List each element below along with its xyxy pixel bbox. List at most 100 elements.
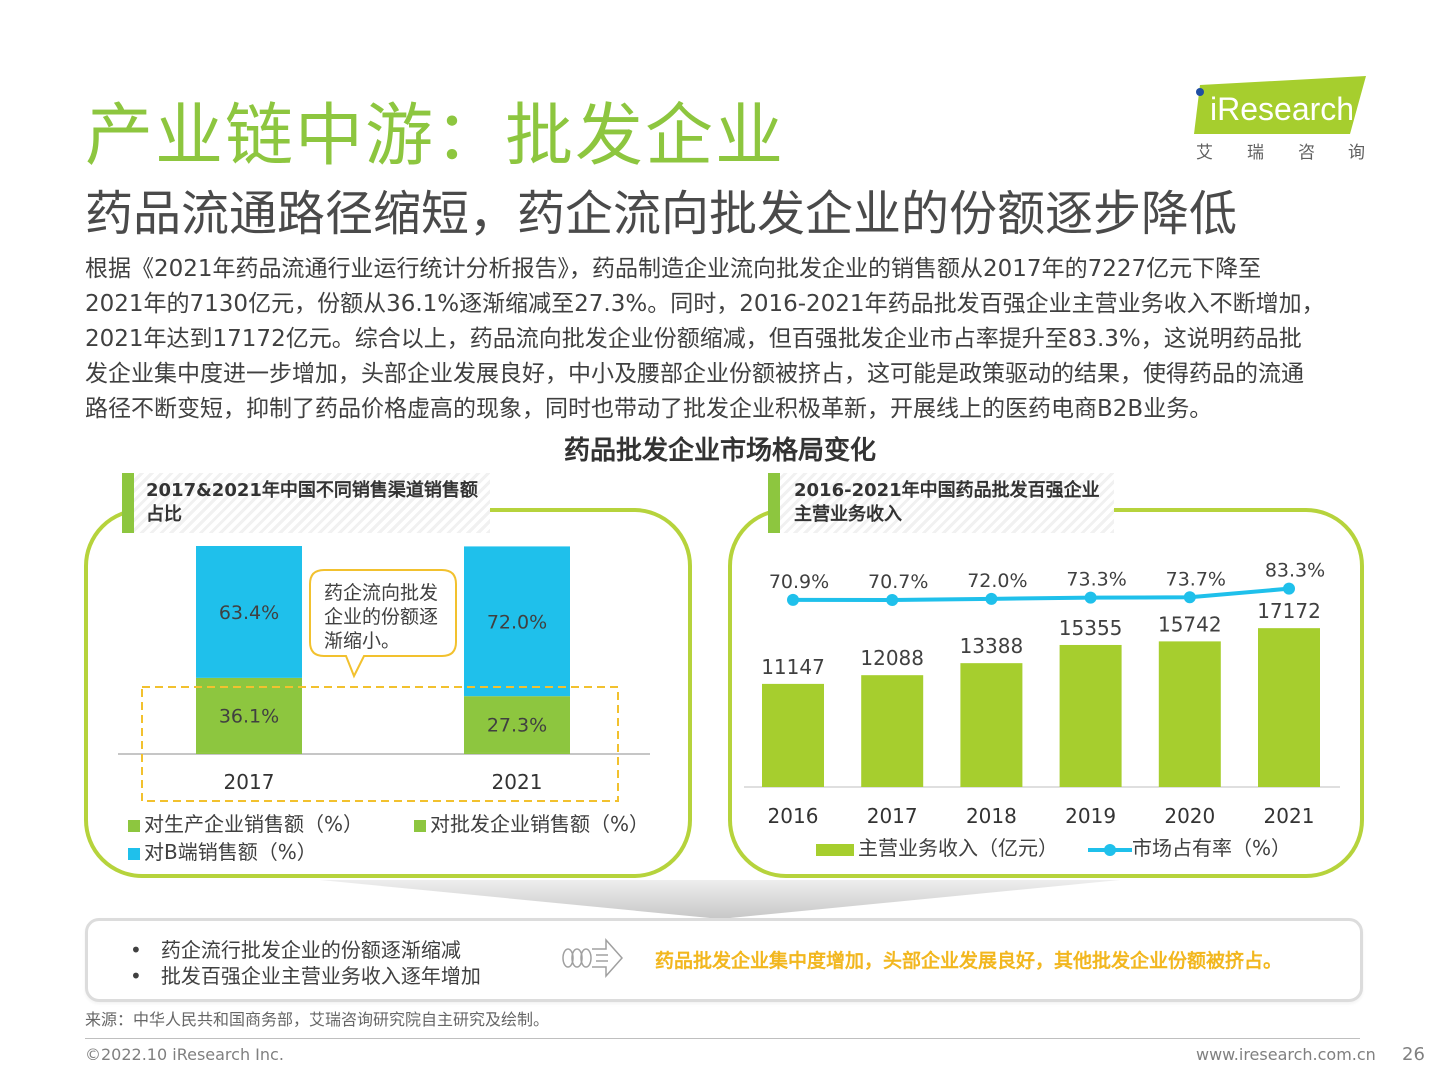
summary-bullet-text: 批发百强企业主营业务收入逐年增加 (160, 964, 481, 988)
line-value-label: 72.0% (967, 570, 1027, 592)
bar-segment (464, 752, 570, 754)
logo-char-4: 询 (1348, 143, 1365, 162)
legend-swatch-green (128, 819, 140, 832)
body-line: 根据《2021年药品流通行业运行统计分析报告》，药品制造企业流向批发企业的销售额… (85, 256, 1262, 282)
x-tick-label: 2019 (1065, 804, 1116, 828)
line-point (1084, 591, 1097, 604)
bar-segment (196, 546, 302, 678)
logo-banner (1194, 76, 1366, 134)
data-label: 27.3% (487, 715, 547, 737)
line-series (792, 586, 1290, 603)
footer-website: www.iresearch.com.cn (1196, 1045, 1376, 1064)
callout-bubble (309, 569, 457, 679)
page-subtitle: 药品流通路径缩短，药企流向批发企业的份额逐步降低 (85, 186, 1238, 242)
line-point (787, 593, 799, 606)
callout-text: 企业的份额逐 (324, 606, 438, 628)
line-point (1283, 582, 1295, 595)
bar-segment (196, 752, 302, 754)
left-panel-header-bar (122, 473, 134, 533)
right-legend-item-revenue: 主营业务收入（亿元） (816, 832, 1058, 861)
logo-char-3: 咨 (1298, 143, 1315, 162)
footer-divider (85, 1038, 1360, 1039)
stacked-bar-chart: 0.5%36.1%63.4%20170.5%27.3%72.0%2021药企流向… (118, 546, 650, 802)
line-point (1183, 591, 1196, 604)
bar-line-chart: 11147 2016 12088 2017 13388 2018 15355 2019 1574… (744, 560, 1340, 828)
logo-wordmark: iResearch (1210, 91, 1354, 127)
x-tick-label: 2016 (768, 804, 819, 828)
bar (960, 663, 1023, 787)
left-chart-title: 2017&2021年中国不同销售渠道销售额占比 (146, 480, 478, 525)
page-title: 产业链中游：批发企业 (85, 97, 786, 176)
bar-value-label: 12088 (860, 646, 924, 670)
bar-segment (464, 546, 570, 697)
x-tick-label: 2017 (867, 804, 918, 828)
right-panel-header-bar (768, 473, 780, 533)
logo-char-1: 艾 (1196, 143, 1213, 162)
right-chart-title: 2016-2021年中国药品批发百强企业主营业务收入 (794, 480, 1100, 525)
bar-segment (464, 696, 570, 753)
line-value-label: 73.7% (1166, 568, 1226, 590)
body-line: 路径不断变短，抑制了药品价格虚高的现象，同时也带动了批发企业积极革新，开展线上的… (85, 396, 1213, 422)
summary-bullet-text: 药企流行批发企业的份额逐渐缩减 (160, 938, 461, 962)
legend-swatch-green (414, 819, 426, 832)
x-tick-label: 2020 (1164, 804, 1215, 828)
page-number: 26 (1402, 1044, 1425, 1065)
bar-value-label: 11147 (761, 655, 825, 679)
logo-dot (1196, 88, 1204, 96)
bar-value-label: 17172 (1257, 599, 1321, 623)
logo-graphic: iResearch 艾 瑞 咨 询 (1194, 76, 1366, 163)
summary-box (85, 918, 1363, 1002)
stacked-bar-chart-marks: 0.5%36.1%63.4%20170.5%27.3%72.0%2021药企流向… (118, 546, 650, 802)
highlight-box (141, 686, 619, 802)
bar-value-label: 13388 (960, 634, 1024, 658)
legend-label: 对批发企业销售额（%） (430, 812, 650, 836)
summary-conclusion: 药品批发企业集中度增加，头部企业发展良好，其他批发企业份额被挤占。 (655, 950, 1283, 972)
left-legend-item-b2b: 对B端销售额（%） (128, 836, 317, 865)
data-label: 63.4% (219, 602, 279, 624)
bar (1158, 641, 1221, 787)
callout-text: 渐缩小。 (324, 630, 400, 652)
legend-label: 市场占有率（%） (1132, 836, 1292, 860)
legend-swatch-green (816, 843, 854, 856)
body-line: 发企业集中度进一步增加，头部企业发展良好，中小及腰部企业份额被挤占，这可能是政策… (85, 361, 1304, 387)
x-tick-label: 2021 (1264, 804, 1315, 828)
left-legend-item-wholesale: 对批发企业销售额（%） (414, 808, 649, 837)
callout-text: 药企流向批发 (324, 582, 438, 604)
x-tick-label: 2021 (492, 770, 543, 794)
body-paragraph: 根据《2021年药品流通行业运行统计分析报告》，药品制造企业流向批发企业的销售额… (85, 252, 1370, 427)
bar (861, 675, 924, 787)
x-tick-label: 2017 (224, 770, 275, 794)
legend-line-swatch (1088, 843, 1132, 856)
data-label: 36.1% (219, 705, 279, 727)
right-legend-item-share: 市场占有率（%） (1088, 832, 1291, 861)
bar-value-label: 15742 (1158, 612, 1222, 636)
line-value-label: 70.9% (769, 571, 829, 593)
section-heading: 药品批发企业市场格局变化 (563, 436, 876, 466)
bar-value-label: 15355 (1059, 616, 1123, 640)
bar-segment (196, 677, 302, 753)
left-chart-panel (84, 508, 692, 878)
bar (762, 683, 824, 787)
legend-label: 对B端销售额（%） (144, 840, 317, 864)
source-note: 来源：中华人民共和国商务部，艾瑞咨询研究院自主研究及绘制。 (85, 1010, 550, 1029)
legend-label: 对生产企业销售额（%） (144, 812, 364, 836)
right-panel-header-bg (768, 473, 1114, 533)
summary-bullet: • 批发百强企业主营业务收入逐年增加 (130, 964, 481, 988)
line-value-label: 73.3% (1066, 569, 1126, 591)
footer-copyright: ©2022.10 iResearch Inc. (85, 1045, 284, 1064)
line-point (985, 592, 998, 605)
bar (1059, 644, 1122, 787)
arrow-icon (562, 938, 624, 978)
left-legend-item-production: 对生产企业销售额（%） (128, 808, 363, 837)
bar (1258, 628, 1320, 787)
bar-line-chart-marks: 11147 2016 12088 2017 13388 2018 15355 2019 1574… (744, 560, 1340, 828)
body-line: 2021年的7130亿元，份额从36.1%逐渐缩减至27.3%。同时，2016-… (85, 291, 1325, 317)
legend-label: 主营业务收入（亿元） (858, 836, 1058, 860)
funnel-connector (320, 880, 1120, 918)
summary-bullet: • 药企流行批发企业的份额逐渐缩减 (130, 938, 461, 962)
line-point (886, 594, 899, 606)
legend-swatch-cyan (128, 847, 140, 860)
line-value-label: 70.7% (868, 571, 928, 593)
line-value-label: 83.3% (1265, 560, 1325, 582)
left-panel-header-bg (122, 473, 490, 533)
